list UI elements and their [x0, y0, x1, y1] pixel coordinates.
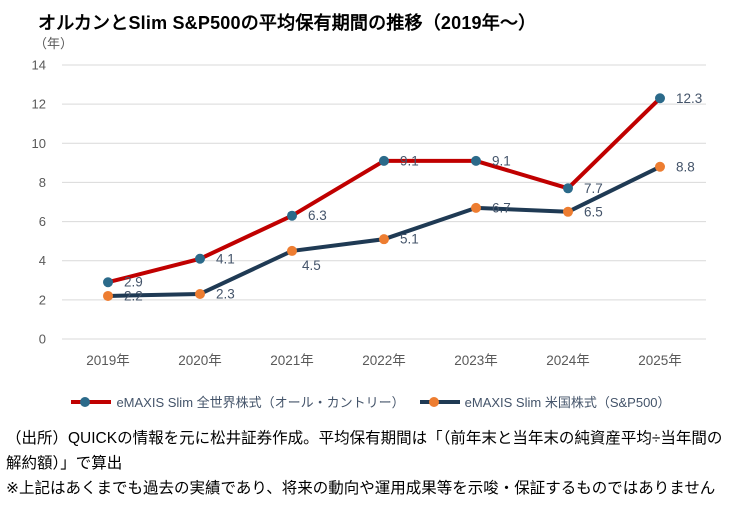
series-line — [106, 96, 662, 285]
legend-item-sp500: eMAXIS Slim 米国株式（S&P500） — [419, 392, 671, 411]
y-axis-unit-label: （年） — [34, 36, 74, 51]
y-axis-tick-label: 2 — [39, 292, 46, 307]
y-axis-tick-label: 12 — [32, 97, 46, 112]
data-label: 12.3 — [676, 91, 702, 106]
x-axis-tick-label: 2022年 — [362, 353, 406, 368]
chart-legend: eMAXIS Slim 全世界株式（オール・カントリー） eMAXIS Slim… — [0, 392, 741, 411]
data-point — [195, 253, 205, 264]
x-axis-tick-label: 2020年 — [178, 353, 222, 368]
data-point — [655, 93, 665, 104]
data-point — [103, 277, 113, 288]
data-point — [379, 234, 389, 245]
chart-title: オルカンとSlim S&P500の平均保有期間の推移（2019年～） — [38, 13, 537, 33]
data-label: 9.1 — [492, 153, 511, 168]
x-axis-tick-label: 2023年 — [454, 353, 498, 368]
data-point — [287, 245, 297, 256]
x-axis-tick-label: 2021年 — [270, 353, 314, 368]
footnote-source: （出所）QUICKの情報を元に松井証券作成。平均保有期間は「（前年末と当年末の純… — [6, 430, 723, 472]
data-label: 6.3 — [308, 208, 327, 223]
data-point — [195, 288, 205, 299]
y-axis-tick-label: 0 — [39, 332, 46, 347]
data-point — [287, 210, 297, 221]
legend-label-all-country: eMAXIS Slim 全世界株式（オール・カントリー） — [116, 395, 405, 410]
holding-period-line-chart: 0 2 4 6 8 10 12 14 2019年 2020年 2021年 2022年 2023年 2024… — [32, 58, 706, 368]
data-label: 2.2 — [124, 288, 143, 303]
data-point — [655, 161, 665, 172]
data-point — [379, 155, 389, 166]
data-point — [563, 206, 573, 217]
data-label: 2.9 — [124, 275, 143, 290]
legend-label-sp500: eMAXIS Slim 米国株式（S&P500） — [464, 395, 671, 410]
data-label: 8.8 — [676, 159, 695, 174]
series-line — [106, 164, 662, 298]
data-label: 6.5 — [584, 204, 603, 219]
data-point — [471, 202, 481, 213]
data-label: 9.1 — [400, 153, 419, 168]
legend-swatch-sp500-icon — [419, 396, 460, 407]
data-label: 2.3 — [216, 286, 235, 301]
x-axis-tick-label: 2025年 — [638, 353, 682, 368]
y-axis-tick-label: 4 — [39, 253, 46, 268]
data-label: 5.1 — [400, 232, 419, 247]
legend-swatch-all-country-icon — [71, 396, 112, 407]
data-label: 7.7 — [584, 181, 603, 196]
footnote-disclaimer: ※上記はあくまでも過去の実績であり、将来の動向や運用成果等を示唆・保証するもので… — [6, 480, 716, 497]
data-point — [471, 155, 481, 166]
y-axis-tick-label: 6 — [39, 214, 46, 229]
x-axis-tick-label: 2019年 — [86, 353, 130, 368]
legend-item-all-country: eMAXIS Slim 全世界株式（オール・カントリー） — [70, 392, 405, 411]
y-axis-tick-label: 10 — [32, 136, 46, 151]
footnotes: （出所）QUICKの情報を元に松井証券作成。平均保有期間は「（前年末と当年末の純… — [6, 426, 736, 501]
data-label: 4.5 — [302, 258, 321, 273]
y-axis-tick-label: 14 — [32, 58, 46, 73]
y-axis-tick-label: 8 — [39, 175, 46, 190]
data-point — [103, 290, 113, 301]
data-label: 4.1 — [216, 251, 235, 266]
x-axis-tick-label: 2024年 — [546, 353, 590, 368]
data-point — [563, 183, 573, 194]
data-label: 6.7 — [492, 200, 511, 215]
